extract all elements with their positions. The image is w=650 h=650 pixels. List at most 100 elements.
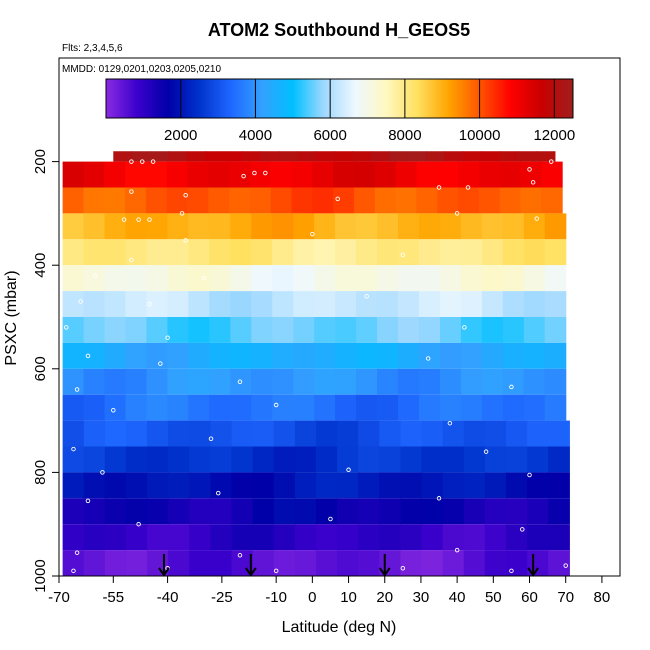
heatmap-cell (316, 421, 338, 447)
heatmap-cell (146, 291, 168, 317)
heatmap-cell (379, 447, 401, 473)
heatmap-cell (426, 151, 445, 161)
heatmap-cell (105, 524, 127, 550)
heatmap-cell (208, 162, 229, 188)
heatmap-cell (63, 550, 85, 576)
heatmap-cell (63, 472, 85, 498)
heatmap-cell (126, 447, 148, 473)
heatmap-cell (230, 213, 252, 239)
colorbar-tick-label: 10000 (459, 127, 501, 144)
heatmap-cell (335, 317, 357, 343)
heatmap-cell (293, 317, 315, 343)
heatmap-cell (293, 265, 315, 291)
heatmap-cell (188, 317, 210, 343)
heatmap-cell (335, 369, 357, 395)
heatmap-cell (479, 188, 500, 214)
heatmap-cell (520, 162, 541, 188)
heatmap-cell (440, 213, 462, 239)
heatmap-cell (545, 317, 567, 343)
heatmap-cell (422, 421, 444, 447)
heatmap-cell (84, 472, 106, 498)
colorbar-tick-label: 12000 (533, 127, 575, 144)
heatmap-cell (358, 447, 380, 473)
heatmap-cell (167, 317, 189, 343)
heatmap-cell (105, 343, 127, 369)
x-tick-label: -25 (211, 589, 233, 606)
heatmap-cell (356, 239, 378, 265)
heatmap-cell (337, 421, 359, 447)
x-tick-label: -70 (48, 589, 70, 606)
heatmap-cell (293, 395, 315, 421)
heatmap-cell (251, 369, 273, 395)
heatmap-cell (464, 550, 486, 576)
y-axis: 2004006008001000 (32, 149, 59, 593)
heatmap-cell (314, 343, 336, 369)
heatmap-cell (335, 343, 357, 369)
heatmap-cell (230, 265, 252, 291)
heatmap-cell (503, 239, 525, 265)
heatmap-cell (63, 395, 85, 421)
heatmap-cell (104, 188, 125, 214)
heatmap-cell (260, 151, 279, 161)
y-tick-label: 200 (32, 149, 49, 174)
heatmap-cell (398, 369, 420, 395)
heatmap-cell (337, 498, 359, 524)
colorbar-tick-label: 4000 (239, 127, 272, 144)
heatmap-cell (377, 317, 399, 343)
heatmap-cell (482, 343, 504, 369)
heatmap-cell (464, 472, 486, 498)
heatmap-cell (500, 188, 521, 214)
heatmap-cell (84, 239, 106, 265)
heatmap-cell (63, 213, 85, 239)
heatmap-cell (419, 265, 441, 291)
heatmap-cell (209, 239, 231, 265)
heatmap-cell (482, 213, 504, 239)
heatmap-cell (126, 498, 148, 524)
heatmap-cell (548, 447, 570, 473)
x-tick-label: 50 (485, 589, 502, 606)
heatmap-cell (422, 498, 444, 524)
heatmap-cell (485, 550, 507, 576)
heatmap-cell (253, 498, 275, 524)
heatmap-cell (293, 291, 315, 317)
heatmap-cell (422, 550, 444, 576)
heatmap-cell (293, 239, 315, 265)
heatmap-cell (518, 151, 537, 161)
heatmap-cell (105, 395, 127, 421)
heatmap-cell (251, 213, 273, 239)
heatmap-cell (104, 162, 125, 188)
heatmap-cell (458, 188, 479, 214)
heatmap-cell (167, 369, 189, 395)
heatmap-cell (481, 151, 500, 161)
heatmap-cell (126, 395, 148, 421)
x-axis-label: Latitude (deg N) (282, 619, 397, 636)
heatmap-cell (84, 265, 106, 291)
heatmap-cell (105, 421, 127, 447)
heatmap-cell (126, 421, 148, 447)
heatmap-cell (272, 291, 294, 317)
heatmap-cell (443, 550, 465, 576)
heatmap-cell (500, 151, 519, 161)
heatmap-cell (147, 498, 169, 524)
heatmap-cell (232, 498, 254, 524)
heatmap-cell (84, 291, 106, 317)
heatmap-cell (84, 395, 106, 421)
heatmap-cell (210, 498, 232, 524)
heatmap-cell (527, 498, 549, 524)
y-tick-label: 800 (32, 460, 49, 485)
heatmap-cell (527, 524, 549, 550)
heatmap-cell (210, 472, 232, 498)
heatmap-cell (316, 524, 338, 550)
heatmap-cell (125, 188, 146, 214)
heatmap-cell (419, 213, 441, 239)
heatmap-cell (443, 447, 465, 473)
heatmap-cell (527, 421, 549, 447)
heatmap-cell (105, 317, 127, 343)
heatmap-cell (524, 213, 546, 239)
heatmap-cell (146, 162, 167, 188)
heatmap-cell (147, 447, 169, 473)
heatmap-cell (292, 162, 313, 188)
heatmap-cell (527, 447, 549, 473)
heatmap-cell (210, 421, 232, 447)
heatmap-cell (188, 213, 210, 239)
